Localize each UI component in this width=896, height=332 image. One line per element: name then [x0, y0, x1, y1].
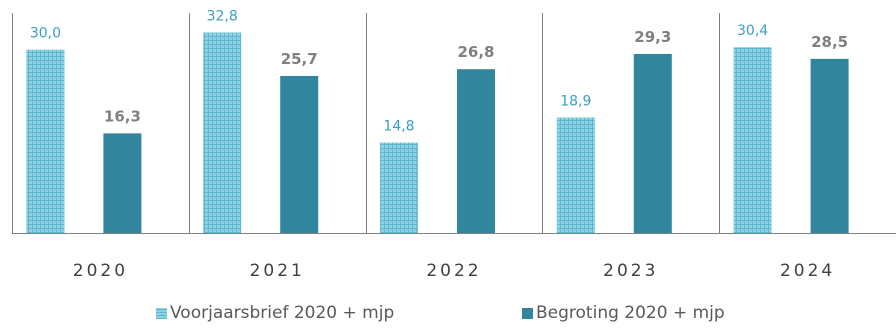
- category-separators: [12, 13, 720, 233]
- bar-begroting-2023: [633, 53, 672, 233]
- value-label-begroting-2020: 16,3: [104, 107, 141, 125]
- x-tick-label-2021: 2021: [250, 261, 305, 281]
- x-tick-label-2023: 2023: [603, 261, 658, 281]
- value-label-voorjaarsbrief-2020: 30,0: [30, 26, 61, 42]
- bars: [26, 32, 849, 234]
- bar-begroting-2022: [457, 69, 495, 233]
- legend-swatch-voorjaarsbrief: [156, 307, 167, 319]
- value-label-begroting-2022: 26,8: [457, 43, 494, 61]
- value-label-voorjaarsbrief-2023: 18,9: [560, 94, 591, 110]
- x-tick-label-2022: 2022: [426, 261, 481, 281]
- x-tick-label-2024: 2024: [780, 261, 835, 281]
- legend-item-begroting: Begroting 2020 + mjp: [522, 303, 725, 323]
- x-tick-label-2020: 2020: [73, 261, 128, 281]
- value-label-voorjaarsbrief-2024: 30,4: [737, 23, 768, 39]
- value-label-begroting-2024: 28,5: [811, 33, 848, 51]
- value-labels: 30,0 32,8 14,8 18,9 30,4 16,3 25,7 26,8 29,3 28,5: [30, 9, 848, 135]
- value-label-begroting-2021: 25,7: [281, 50, 318, 68]
- bar-voorjaarsbrief-2021: [203, 32, 242, 233]
- bar-voorjaarsbrief-2022: [380, 142, 418, 233]
- x-tick-labels: 2020 2021 2022 2023 2024: [73, 261, 835, 281]
- value-label-begroting-2023: 29,3: [634, 28, 671, 46]
- bar-voorjaarsbrief-2020: [26, 49, 65, 233]
- bar-begroting-2021: [280, 75, 319, 233]
- bar-begroting-2024: [810, 58, 849, 234]
- bar-begroting-2020: [103, 133, 142, 233]
- legend-item-voorjaarsbrief: Voorjaarsbrief 2020 + mjp: [156, 303, 394, 323]
- legend-label-begroting: Begroting 2020 + mjp: [536, 303, 725, 323]
- bar-voorjaarsbrief-2024: [733, 47, 772, 233]
- value-label-voorjaarsbrief-2021: 32,8: [207, 9, 238, 25]
- value-label-voorjaarsbrief-2022: 14,8: [383, 119, 414, 135]
- legend-swatch-begroting: [522, 307, 533, 319]
- legend-label-voorjaarsbrief: Voorjaarsbrief 2020 + mjp: [170, 303, 395, 323]
- bar-voorjaarsbrief-2023: [556, 117, 595, 233]
